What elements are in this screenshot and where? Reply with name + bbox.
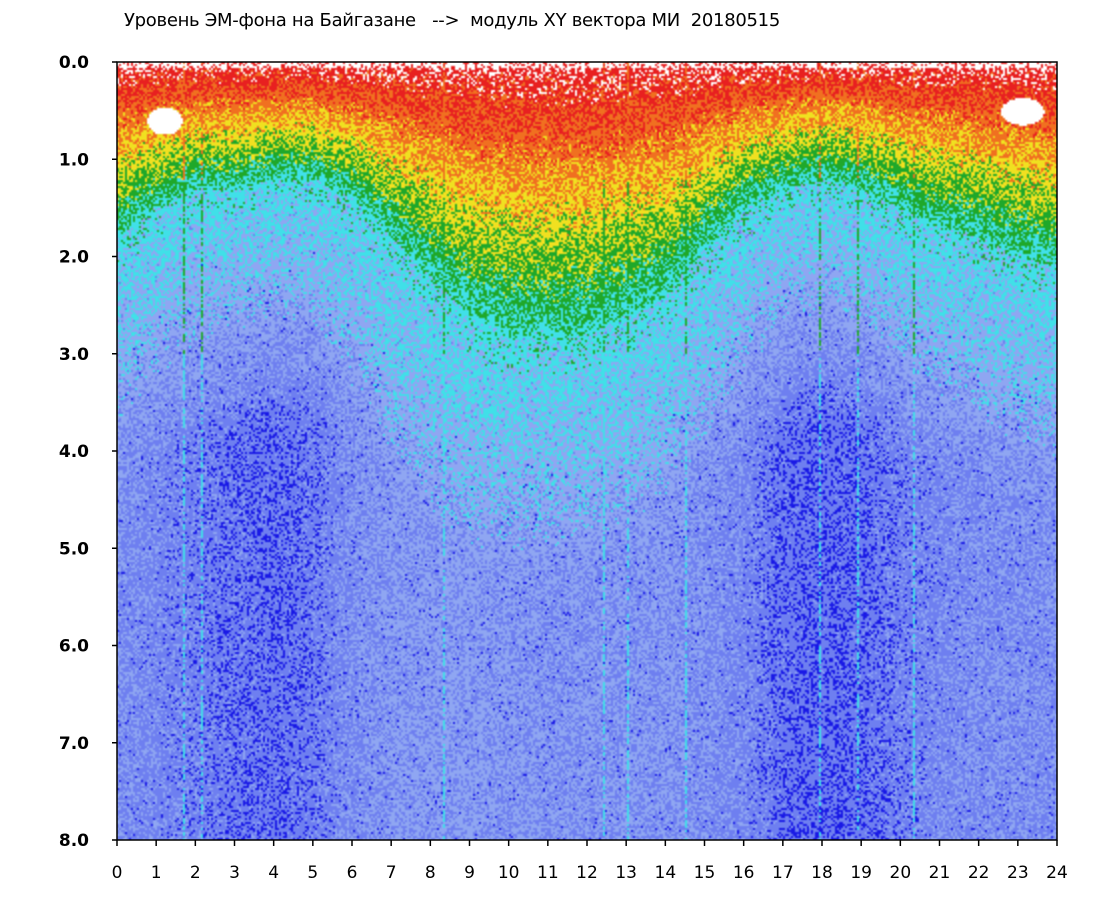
x-tick-label: 12 (576, 863, 598, 883)
x-tick-label: 19 (850, 863, 872, 883)
y-tick-label: 5.0 (59, 539, 89, 559)
x-tick-label: 22 (968, 863, 990, 883)
x-tick-label: 21 (929, 863, 951, 883)
plot-area (116, 61, 1058, 841)
y-tick-label: 0.0 (59, 53, 89, 73)
x-tick-label: 18 (811, 863, 833, 883)
x-tick-label: 20 (890, 863, 912, 883)
y-tick-label: 3.0 (59, 345, 89, 365)
x-tick-label: 6 (347, 863, 358, 883)
y-tick-label: 7.0 (59, 734, 89, 754)
x-tick-label: 8 (425, 863, 436, 883)
x-tick-label: 17 (772, 863, 794, 883)
x-tick-label: 9 (464, 863, 475, 883)
y-tick-label: 2.0 (59, 248, 89, 268)
x-tick-label: 0 (112, 863, 123, 883)
x-tick-label: 15 (694, 863, 716, 883)
y-tick-label: 6.0 (59, 637, 89, 657)
heatmap-image (117, 62, 1057, 840)
x-tick-label: 14 (655, 863, 677, 883)
y-axis: 0.0 1.0 2.0 3.0 4.0 5.0 6.0 7.0 8.0 (59, 53, 117, 851)
y-tick-label: 1.0 (59, 150, 89, 170)
y-tick-label: 4.0 (59, 442, 89, 462)
x-axis: 0 1 2 3 4 5 6 7 8 9 10 11 12 13 14 15 16 17 18 19 20 21 22 23 24 (112, 840, 1068, 883)
x-tick-label: 1 (151, 863, 162, 883)
x-tick-label: 10 (498, 863, 520, 883)
x-tick-label: 16 (733, 863, 755, 883)
x-tick-label: 4 (268, 863, 279, 883)
x-tick-label: 11 (537, 863, 559, 883)
y-tick-label: 8.0 (59, 831, 89, 851)
x-tick-label: 7 (386, 863, 397, 883)
x-tick-label: 5 (307, 863, 318, 883)
x-tick-label: 3 (229, 863, 240, 883)
x-tick-label: 24 (1046, 863, 1068, 883)
x-tick-label: 2 (190, 863, 201, 883)
x-tick-label: 13 (615, 863, 637, 883)
chart-title: Уровень ЭМ-фона на Байгазане --> модуль … (124, 10, 780, 31)
x-tick-label: 23 (1007, 863, 1029, 883)
